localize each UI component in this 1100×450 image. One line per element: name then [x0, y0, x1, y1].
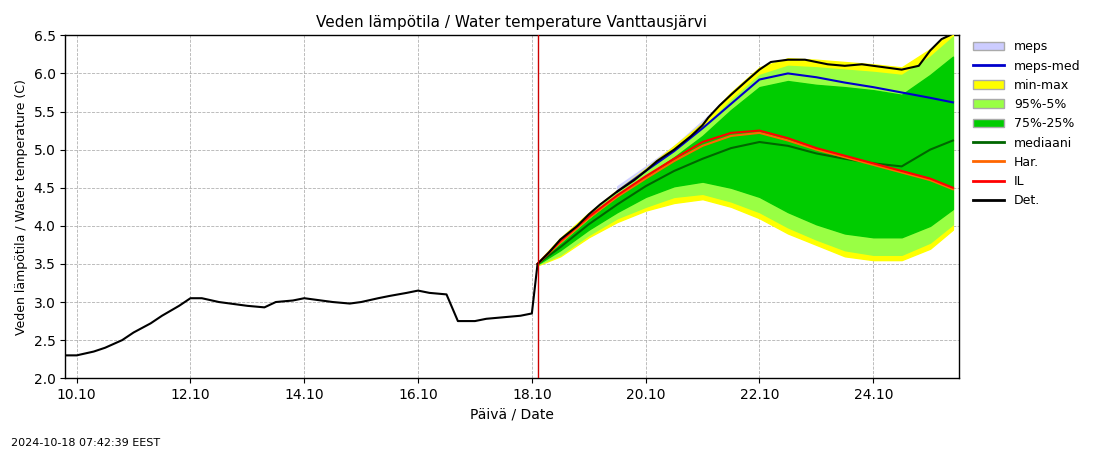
Text: 2024-10-18 07:42:39 EEST: 2024-10-18 07:42:39 EEST — [11, 437, 161, 447]
Title: Veden lämpötila / Water temperature Vanttausjärvi: Veden lämpötila / Water temperature Vant… — [317, 15, 707, 30]
Y-axis label: Veden lämpötila / Water temperature (C): Veden lämpötila / Water temperature (C) — [15, 79, 28, 335]
X-axis label: Päivä / Date: Päivä / Date — [470, 408, 554, 422]
Legend: meps, meps-med, min-max, 95%-5%, 75%-25%, mediaani, Har., IL, Det.: meps, meps-med, min-max, 95%-5%, 75%-25%… — [968, 36, 1086, 212]
